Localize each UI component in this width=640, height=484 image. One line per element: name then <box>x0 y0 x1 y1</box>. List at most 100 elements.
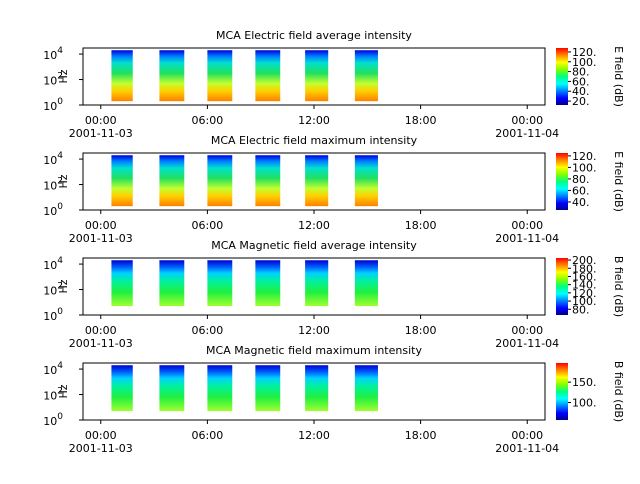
colorbar-label: B field (dB) <box>612 256 625 317</box>
y-tick-exponent: 4 <box>57 361 63 371</box>
spectrogram-block <box>354 50 378 102</box>
y-axis-label: Hz <box>57 384 70 398</box>
spectrogram-block <box>111 50 133 102</box>
y-tick-exponent: 2 <box>57 177 63 187</box>
x-tick-label: 12:00 <box>298 324 330 337</box>
y-tick-base: 10 <box>43 49 57 62</box>
x-tick-label: 00:00 <box>511 219 543 232</box>
x-tick-label: 12:00 <box>298 114 330 127</box>
spectrogram-block <box>159 260 185 307</box>
y-tick-exponent: 4 <box>57 256 63 266</box>
y-tick-base: 10 <box>43 390 57 403</box>
x-tick-label: 06:00 <box>192 219 224 232</box>
colorbar-tick-label: 200. <box>572 254 597 267</box>
colorbar-tick-label: 140. <box>572 279 597 292</box>
colorbar-tick-label: 80. <box>572 303 590 316</box>
x-tick-label: 00:00 <box>511 114 543 127</box>
x-tick-label: 18:00 <box>405 219 437 232</box>
spectrogram-block <box>207 260 233 307</box>
x-tick-label: 06:00 <box>192 429 224 442</box>
spectrogram-block <box>305 50 329 102</box>
y-tick-base: 10 <box>43 310 57 323</box>
spectrogram-block <box>159 50 185 102</box>
colorbar <box>556 363 568 420</box>
x-tick-label: 18:00 <box>405 429 437 442</box>
colorbar-tick-label: 40. <box>572 196 590 209</box>
x-tick-label: 00:00 <box>511 429 543 442</box>
colorbar-tick-label: 150. <box>572 376 597 389</box>
y-tick-exponent: 2 <box>57 72 63 82</box>
y-tick-base: 10 <box>43 415 57 428</box>
y-tick-base: 10 <box>43 364 57 377</box>
colorbar-label: E field (dB) <box>612 46 625 107</box>
y-tick-exponent: 0 <box>57 97 63 107</box>
x-tick-date: 2001-11-04 <box>495 442 559 455</box>
colorbar-tick-label: 120. <box>572 287 597 300</box>
spectrogram-block <box>255 365 281 412</box>
y-tick-exponent: 4 <box>57 46 63 56</box>
y-tick-label: 104 <box>43 151 63 167</box>
x-tick-label: 18:00 <box>405 114 437 127</box>
colorbar <box>556 258 568 315</box>
spectrogram-block <box>354 260 378 307</box>
y-tick-label: 102 <box>43 387 63 403</box>
colorbar-tick-label: 100. <box>572 295 597 308</box>
y-tick-label: 100 <box>43 202 63 218</box>
spectrogram-block <box>354 365 378 412</box>
y-tick-base: 10 <box>43 259 57 272</box>
y-tick-base: 10 <box>43 180 57 193</box>
y-axis-label: Hz <box>57 279 70 293</box>
spectrogram-block <box>354 155 378 207</box>
y-tick-exponent: 2 <box>57 282 63 292</box>
y-tick-base: 10 <box>43 205 57 218</box>
x-tick-label: 06:00 <box>192 324 224 337</box>
spectrogram-block <box>255 50 281 102</box>
y-tick-label: 102 <box>43 72 63 88</box>
panel-title: MCA Magnetic field average intensity <box>211 239 417 252</box>
colorbar-tick-label: 100. <box>572 396 597 409</box>
colorbar-label: E field (dB) <box>612 151 625 212</box>
y-tick-label: 104 <box>43 256 63 272</box>
y-tick-exponent: 4 <box>57 151 63 161</box>
spectrogram-block <box>159 155 185 207</box>
y-axis-label: Hz <box>57 69 70 83</box>
x-tick-label: 00:00 <box>85 324 117 337</box>
colorbar-tick-label: 60. <box>572 75 590 88</box>
spectrogram-block <box>159 365 185 412</box>
panel-title: MCA Electric field maximum intensity <box>211 134 418 147</box>
spectrogram-block <box>111 260 133 307</box>
y-tick-exponent: 0 <box>57 202 63 212</box>
y-tick-base: 10 <box>43 285 57 298</box>
x-tick-label: 00:00 <box>85 114 117 127</box>
spectrogram-block <box>305 155 329 207</box>
y-tick-label: 104 <box>43 361 63 377</box>
colorbar-tick-label: 120. <box>572 46 597 59</box>
colorbar-tick-label: 120. <box>572 150 597 163</box>
y-tick-label: 100 <box>43 97 63 113</box>
y-tick-exponent: 0 <box>57 412 63 422</box>
y-tick-label: 104 <box>43 46 63 62</box>
colorbar <box>556 48 568 105</box>
spectrogram-block <box>207 50 233 102</box>
colorbar-label: B field (dB) <box>612 361 625 422</box>
x-tick-label: 00:00 <box>511 324 543 337</box>
x-tick-label: 12:00 <box>298 429 330 442</box>
x-tick-date: 2001-11-03 <box>69 337 133 350</box>
x-tick-label: 12:00 <box>298 219 330 232</box>
x-tick-date: 2001-11-04 <box>495 337 559 350</box>
x-tick-date: 2001-11-03 <box>69 442 133 455</box>
y-tick-label: 102 <box>43 177 63 193</box>
colorbar-tick-label: 20. <box>572 95 590 108</box>
colorbar-tick-label: 60. <box>572 184 590 197</box>
panel-title: MCA Magnetic field maximum intensity <box>206 344 422 357</box>
x-tick-date: 2001-11-04 <box>495 232 559 245</box>
x-tick-date: 2001-11-03 <box>69 232 133 245</box>
spectrogram-block <box>255 155 281 207</box>
y-tick-label: 100 <box>43 307 63 323</box>
spectrogram-block <box>111 155 133 207</box>
panel-title: MCA Electric field average intensity <box>216 29 412 42</box>
y-tick-label: 102 <box>43 282 63 298</box>
colorbar-tick-label: 100. <box>572 161 597 174</box>
spectrogram-block <box>207 365 233 412</box>
